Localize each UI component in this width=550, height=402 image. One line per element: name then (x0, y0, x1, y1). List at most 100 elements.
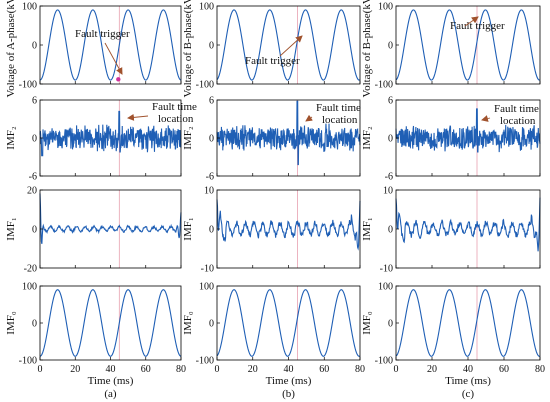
y-tick-label: 0 (209, 41, 214, 52)
annotation-arrow (279, 35, 303, 57)
y-axis-label: IMF₁ (5, 217, 17, 241)
x-tick-label: 40 (284, 364, 294, 375)
signal-line (39, 289, 182, 357)
signal-line (395, 108, 541, 153)
y-tick-label: 0 (32, 134, 37, 145)
axes-box (216, 5, 361, 85)
y-tick-label: 100 (22, 2, 37, 13)
signal-line (39, 110, 182, 157)
x-tick-label: 60 (319, 364, 329, 375)
signal-line (395, 197, 541, 252)
x-tick-label: 20 (70, 364, 80, 375)
signal-line (216, 199, 361, 251)
x-tick-label: 80 (355, 364, 365, 375)
y-tick-label: 0 (388, 225, 393, 236)
y-tick-label: -6 (29, 172, 37, 183)
y-axis-label: Voltage of B-phase(kV) (182, 0, 194, 97)
y-tick-label: 0 (32, 225, 37, 236)
y-tick-label: -100 (375, 356, 393, 367)
y-tick-label: -100 (196, 80, 214, 91)
y-tick-label: 100 (199, 282, 214, 293)
y-tick-label: 0 (209, 319, 214, 330)
y-tick-label: 6 (388, 96, 393, 107)
annotation-arrow (127, 113, 149, 121)
signal-line (216, 9, 361, 81)
x-tick-label: 60 (499, 364, 509, 375)
y-tick-label: -100 (375, 80, 393, 91)
fault-point (116, 77, 121, 82)
panel-a-2: -20 0 20 IMF₁ (5, 186, 182, 275)
x-tick-label: 0 (215, 364, 220, 375)
signal-line (39, 193, 182, 245)
y-tick-label: -10 (380, 264, 393, 275)
x-axis-label: Time (ms) (266, 375, 312, 387)
y-axis-label: IMF₂ (361, 126, 373, 150)
y-tick-label: -10 (201, 264, 214, 275)
x-tick-label: 80 (176, 364, 186, 375)
signal-line (216, 289, 361, 357)
annotation-arrow (464, 16, 479, 27)
panel-c-0: -100 0 100 Voltage of B-phase(kV) Fault trig… (361, 0, 541, 97)
x-tick-label: 60 (141, 364, 151, 375)
annotation-text: Fault trigger (245, 55, 300, 67)
y-axis-label: IMF₁ (361, 217, 373, 241)
signal-line (395, 289, 541, 357)
annotation-text: Fault trigger (450, 20, 505, 32)
annotation-arrow (481, 115, 491, 122)
y-axis-label: IMF₂ (182, 126, 194, 150)
panel-c-2: -10 0 10 IMF₁ (361, 186, 541, 275)
y-axis-label: IMF₀ (182, 311, 194, 335)
y-tick-label: 0 (388, 134, 393, 145)
y-axis-label: IMF₂ (5, 126, 17, 150)
y-axis-label: IMF₀ (361, 311, 373, 335)
y-tick-label: 0 (32, 319, 37, 330)
y-axis-label: Voltage of B-phase(kV) (361, 0, 373, 97)
subfigure-caption: (b) (282, 388, 295, 400)
signal-line (216, 100, 361, 166)
y-tick-label: 0 (32, 41, 37, 52)
y-tick-label: -100 (19, 356, 37, 367)
y-tick-label: -6 (206, 172, 214, 183)
y-tick-label: -20 (24, 264, 37, 275)
x-tick-label: 0 (38, 364, 43, 375)
y-tick-label: 10 (383, 186, 393, 197)
y-tick-label: -100 (196, 356, 214, 367)
panel-b-1: -6 0 6 IMF₂ Fault time location (182, 96, 361, 183)
panel-b-2: -10 0 10 IMF₁ (182, 186, 361, 275)
x-tick-label: 20 (248, 364, 258, 375)
x-tick-label: 80 (535, 364, 545, 375)
subfigure-caption: (a) (104, 388, 117, 400)
annotation-text: Fault time location (152, 101, 197, 125)
y-tick-label: 6 (32, 96, 37, 107)
y-tick-label: 0 (209, 134, 214, 145)
panel-c-1: -6 0 6 IMF₂ Fault time location (361, 96, 541, 183)
annotation-arrow (104, 42, 123, 75)
annotation-text: Fault trigger (75, 28, 130, 40)
annotation-text: Fault time location (494, 103, 539, 127)
x-axis-label: Time (ms) (445, 375, 491, 387)
y-tick-label: 0 (388, 319, 393, 330)
x-tick-label: 20 (427, 364, 437, 375)
annotation-text: Fault time location (316, 102, 361, 126)
y-tick-label: 100 (199, 2, 214, 13)
panel-a-0: -100 0 100 Voltage of A-phase(kV) Fault trig… (5, 0, 182, 97)
y-axis-label: IMF₀ (5, 311, 17, 335)
annotation-arrow (305, 114, 313, 122)
y-tick-label: 100 (378, 2, 393, 13)
y-tick-label: 100 (378, 282, 393, 293)
y-tick-label: -100 (19, 80, 37, 91)
y-axis-label: IMF₁ (182, 217, 194, 241)
y-tick-label: 10 (204, 186, 214, 197)
subfigure-caption: (c) (462, 388, 475, 400)
signal-line (395, 9, 541, 81)
y-tick-label: 100 (22, 282, 37, 293)
x-tick-label: 0 (394, 364, 399, 375)
y-tick-label: 0 (388, 41, 393, 52)
y-tick-label: 6 (209, 96, 214, 107)
y-tick-label: -6 (385, 172, 393, 183)
